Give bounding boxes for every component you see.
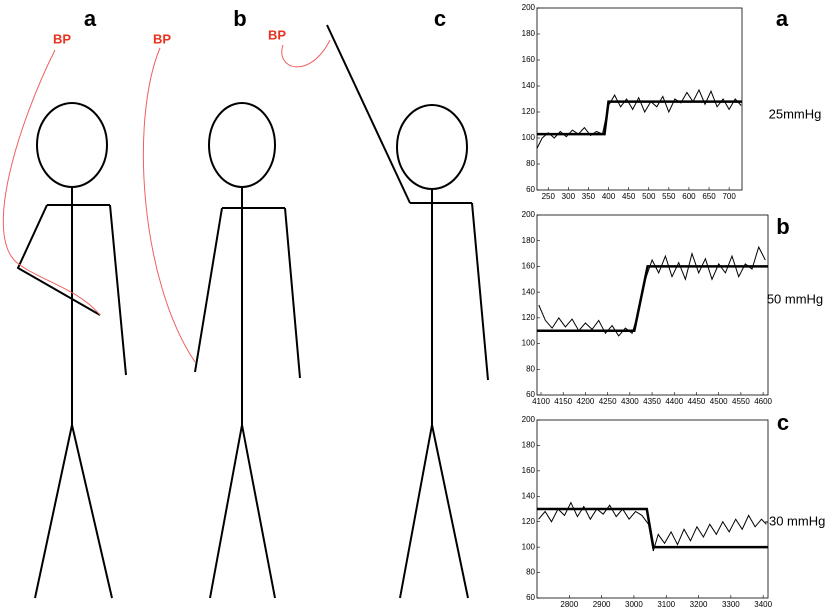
stick-figure-a <box>2 49 127 599</box>
x-tick-label: 4350 <box>643 397 661 406</box>
x-tick-label: 4500 <box>710 397 728 406</box>
x-tick-label: 4200 <box>577 397 595 406</box>
y-tick-label: 100 <box>522 133 536 142</box>
x-tick-label: 550 <box>662 192 676 201</box>
y-tick-label: 100 <box>522 542 536 551</box>
x-tick-label: 3400 <box>754 600 772 609</box>
x-tick-label: 700 <box>722 192 736 201</box>
y-tick-label: 180 <box>522 236 536 245</box>
plot-frame <box>536 214 769 396</box>
annotation: 50 mmHg <box>767 291 823 306</box>
y-tick-label: 200 <box>522 415 536 424</box>
trace <box>537 100 742 136</box>
x-tick-label: 650 <box>702 192 716 201</box>
y-tick-label: 160 <box>522 262 536 271</box>
y-tick-label: 180 <box>522 29 536 38</box>
stick-figure-c <box>281 24 489 599</box>
y-tick-label: 60 <box>526 390 535 399</box>
panel-label: b <box>233 6 246 31</box>
bp-marker: BP <box>153 31 171 46</box>
panel-label: c <box>777 410 789 435</box>
bp-marker: BP <box>268 27 286 42</box>
y-tick-label: 140 <box>522 81 536 90</box>
x-tick-label: 400 <box>602 192 616 201</box>
y-tick-label: 160 <box>522 466 536 475</box>
x-tick-label: 2800 <box>560 600 578 609</box>
x-tick-label: 4150 <box>554 397 572 406</box>
panel-label: b <box>776 214 789 239</box>
stick-figure-b <box>142 47 301 599</box>
y-tick-label: 140 <box>522 491 536 500</box>
x-tick-label: 4100 <box>532 397 550 406</box>
x-tick-label: 4250 <box>599 397 617 406</box>
x-tick-label: 4400 <box>665 397 683 406</box>
bp-marker: BP <box>53 31 71 46</box>
panel-label: a <box>776 6 789 31</box>
x-tick-label: 4600 <box>754 397 772 406</box>
x-tick-label: 450 <box>622 192 636 201</box>
panel-label: a <box>84 6 97 31</box>
y-tick-label: 180 <box>522 441 536 450</box>
trace <box>536 88 742 149</box>
y-tick-label: 120 <box>522 107 536 116</box>
y-tick-label: 80 <box>526 568 535 577</box>
y-tick-label: 80 <box>526 364 535 373</box>
panel-label: c <box>434 6 446 31</box>
x-tick-label: 4550 <box>732 397 750 406</box>
x-tick-label: 3000 <box>625 600 643 609</box>
plot-frame <box>536 7 743 191</box>
x-tick-label: 4450 <box>688 397 706 406</box>
y-tick-label: 100 <box>522 339 536 348</box>
y-tick-label: 140 <box>522 287 536 296</box>
trace <box>538 501 767 552</box>
y-tick-label: 60 <box>526 593 535 602</box>
x-tick-label: 2900 <box>593 600 611 609</box>
x-tick-label: 4300 <box>621 397 639 406</box>
x-tick-label: 600 <box>682 192 696 201</box>
x-tick-label: 350 <box>582 192 596 201</box>
y-tick-label: 200 <box>522 3 536 12</box>
x-tick-label: 500 <box>642 192 656 201</box>
trace <box>537 265 768 332</box>
annotation: -30 mmHg <box>765 513 826 528</box>
trace <box>537 507 768 549</box>
annotation: 25mmHg <box>769 106 822 121</box>
x-tick-label: 250 <box>542 192 556 201</box>
x-tick-label: 3200 <box>690 600 708 609</box>
x-tick-label: 3100 <box>657 600 675 609</box>
y-tick-label: 80 <box>526 159 535 168</box>
y-tick-label: 160 <box>522 55 536 64</box>
y-tick-label: 60 <box>526 185 535 194</box>
x-tick-label: 300 <box>562 192 576 201</box>
trace <box>538 245 766 337</box>
y-tick-label: 120 <box>522 313 536 322</box>
x-tick-label: 3300 <box>722 600 740 609</box>
y-tick-label: 120 <box>522 517 536 526</box>
y-tick-label: 200 <box>522 210 536 219</box>
